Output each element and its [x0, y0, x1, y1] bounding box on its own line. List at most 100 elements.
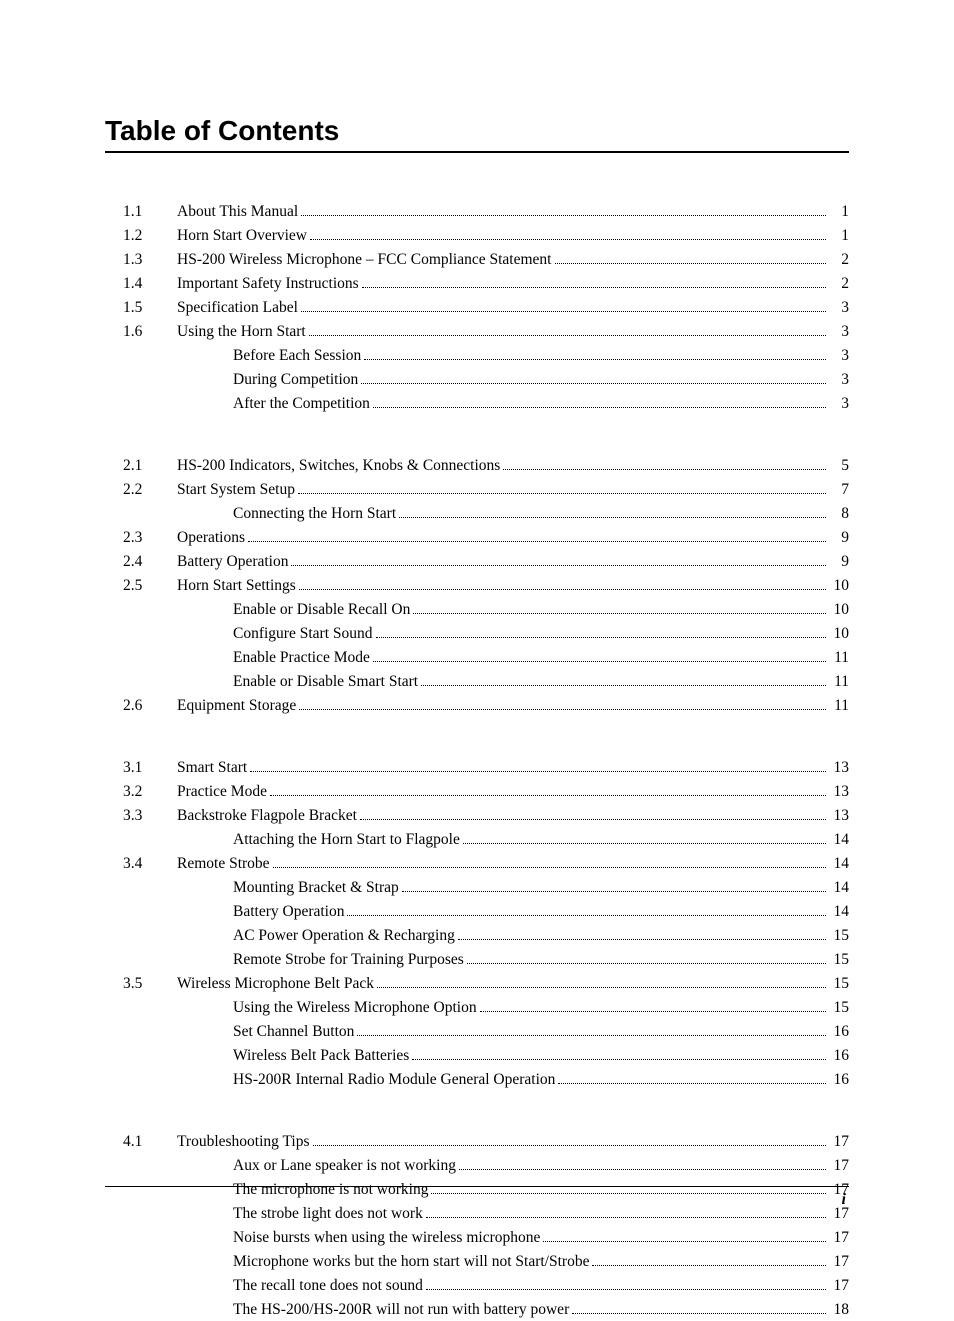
- toc-entry: 3.5Wireless Microphone Belt Pack15: [105, 973, 849, 995]
- toc-entry-page: 11: [829, 671, 849, 693]
- toc-leader-dots: [399, 517, 826, 518]
- toc-entry-number: 1.4: [105, 273, 177, 295]
- toc-leader-dots: [426, 1217, 826, 1218]
- toc-entry-title: Connecting the Horn Start: [177, 503, 396, 525]
- toc-entry: 2.2Start System Setup7: [105, 479, 849, 501]
- toc-entry: Battery Operation 14: [105, 901, 849, 923]
- toc-entry-title: HS-200 Indicators, Switches, Knobs & Con…: [177, 455, 500, 477]
- toc-entry: 2.6Equipment Storage11: [105, 695, 849, 717]
- toc-entry-title: Enable Practice Mode: [177, 647, 370, 669]
- toc-entry: HS-200R Internal Radio Module General Op…: [105, 1069, 849, 1091]
- toc-entry: 3.4Remote Strobe14: [105, 853, 849, 875]
- toc-entry-page: 3: [829, 369, 849, 391]
- toc-entry: After the Competition3: [105, 393, 849, 415]
- toc-entry-page: 16: [829, 1069, 849, 1091]
- table-of-contents: 1.1About This Manual11.2Horn Start Overv…: [105, 201, 849, 1321]
- toc-leader-dots: [309, 335, 826, 336]
- toc-leader-dots: [291, 565, 826, 566]
- toc-entry-number: 4.1: [105, 1131, 177, 1153]
- toc-leader-dots: [376, 637, 827, 638]
- toc-entry: Mounting Bracket & Strap 14: [105, 877, 849, 899]
- toc-leader-dots: [421, 685, 826, 686]
- toc-entry-title: Before Each Session: [177, 345, 361, 367]
- toc-entry-page: 9: [829, 527, 849, 549]
- toc-entry-page: 2: [829, 249, 849, 271]
- toc-leader-dots: [299, 589, 826, 590]
- toc-entry: The HS-200/HS-200R will not run with bat…: [105, 1299, 849, 1321]
- toc-leader-dots: [412, 1059, 826, 1060]
- toc-entry-number: 2.1: [105, 455, 177, 477]
- toc-entry-number: 1.1: [105, 201, 177, 223]
- toc-entry-title: Battery Operation: [177, 901, 344, 923]
- toc-entry-page: 14: [829, 877, 849, 899]
- toc-entry-page: 3: [829, 345, 849, 367]
- toc-section-2: 2.1HS-200 Indicators, Switches, Knobs & …: [105, 455, 849, 717]
- toc-leader-dots: [270, 795, 826, 796]
- toc-section-1: 1.1About This Manual11.2Horn Start Overv…: [105, 201, 849, 415]
- toc-entry-page: 9: [829, 551, 849, 573]
- toc-leader-dots: [357, 1035, 826, 1036]
- toc-entry-page: 13: [829, 757, 849, 779]
- toc-entry-number: 2.2: [105, 479, 177, 501]
- toc-leader-dots: [431, 1193, 826, 1194]
- footer-rule: [105, 1186, 849, 1187]
- toc-entry-page: 17: [829, 1155, 849, 1177]
- toc-leader-dots: [458, 939, 826, 940]
- toc-entry-title: Aux or Lane speaker is not working: [177, 1155, 456, 1177]
- toc-entry-number: 2.3: [105, 527, 177, 549]
- toc-entry-title: Remote Strobe for Training Purposes: [177, 949, 464, 971]
- toc-section-4: 4.1Troubleshooting Tips 17 Aux or Lane spe…: [105, 1131, 849, 1321]
- toc-leader-dots: [402, 891, 826, 892]
- toc-leader-dots: [310, 239, 826, 240]
- toc-entry: 1.6Using the Horn Start3: [105, 321, 849, 343]
- toc-leader-dots: [377, 987, 826, 988]
- toc-entry-title: Smart Start: [177, 757, 247, 779]
- toc-entry: Set Channel Button16: [105, 1021, 849, 1043]
- toc-entry-number: 1.6: [105, 321, 177, 343]
- toc-entry-title: Specification Label: [177, 297, 298, 319]
- toc-leader-dots: [426, 1289, 826, 1290]
- toc-entry-number: 1.2: [105, 225, 177, 247]
- toc-entry-title: Important Safety Instructions: [177, 273, 359, 295]
- toc-entry-number: 2.5: [105, 575, 177, 597]
- toc-entry-page: 15: [829, 925, 849, 947]
- toc-entry: During Competition 3: [105, 369, 849, 391]
- toc-leader-dots: [301, 215, 826, 216]
- toc-entry-page: 1: [829, 225, 849, 247]
- toc-entry-page: 5: [829, 455, 849, 477]
- toc-entry-title: Horn Start Overview: [177, 225, 307, 247]
- toc-entry-page: 15: [829, 973, 849, 995]
- page-title: Table of Contents: [105, 115, 849, 153]
- toc-entry-page: 2: [829, 273, 849, 295]
- toc-leader-dots: [459, 1169, 826, 1170]
- toc-entry-page: 14: [829, 829, 849, 851]
- toc-entry: Enable or Disable Smart Start 11: [105, 671, 849, 693]
- toc-entry-title: Using the Wireless Microphone Option: [177, 997, 477, 1019]
- toc-entry-number: 1.5: [105, 297, 177, 319]
- toc-entry-title: After the Competition: [177, 393, 370, 415]
- toc-entry-title: Wireless Belt Pack Batteries: [177, 1045, 409, 1067]
- toc-entry-title: HS-200 Wireless Microphone – FCC Complia…: [177, 249, 552, 271]
- toc-entry-title: Enable or Disable Smart Start: [177, 671, 418, 693]
- toc-entry-number: 1.3: [105, 249, 177, 271]
- toc-leader-dots: [250, 771, 826, 772]
- toc-entry-page: 14: [829, 901, 849, 923]
- toc-entry-number: 3.2: [105, 781, 177, 803]
- toc-entry: 1.1About This Manual1: [105, 201, 849, 223]
- toc-entry-page: 17: [829, 1131, 849, 1153]
- toc-entry-title: Start System Setup: [177, 479, 295, 501]
- toc-entry-title: HS-200R Internal Radio Module General Op…: [177, 1069, 555, 1091]
- toc-entry: Using the Wireless Microphone Option15: [105, 997, 849, 1019]
- toc-entry-page: 13: [829, 781, 849, 803]
- toc-entry-title: Mounting Bracket & Strap: [177, 877, 399, 899]
- toc-entry-title: During Competition: [177, 369, 358, 391]
- toc-leader-dots: [467, 963, 826, 964]
- toc-leader-dots: [555, 263, 827, 264]
- toc-entry-page: 3: [829, 297, 849, 319]
- toc-entry-page: 17: [829, 1203, 849, 1225]
- toc-entry-number: 3.5: [105, 973, 177, 995]
- toc-entry-title: Troubleshooting Tips: [177, 1131, 310, 1153]
- toc-leader-dots: [364, 359, 826, 360]
- toc-leader-dots: [299, 709, 826, 710]
- toc-entry-title: Horn Start Settings: [177, 575, 296, 597]
